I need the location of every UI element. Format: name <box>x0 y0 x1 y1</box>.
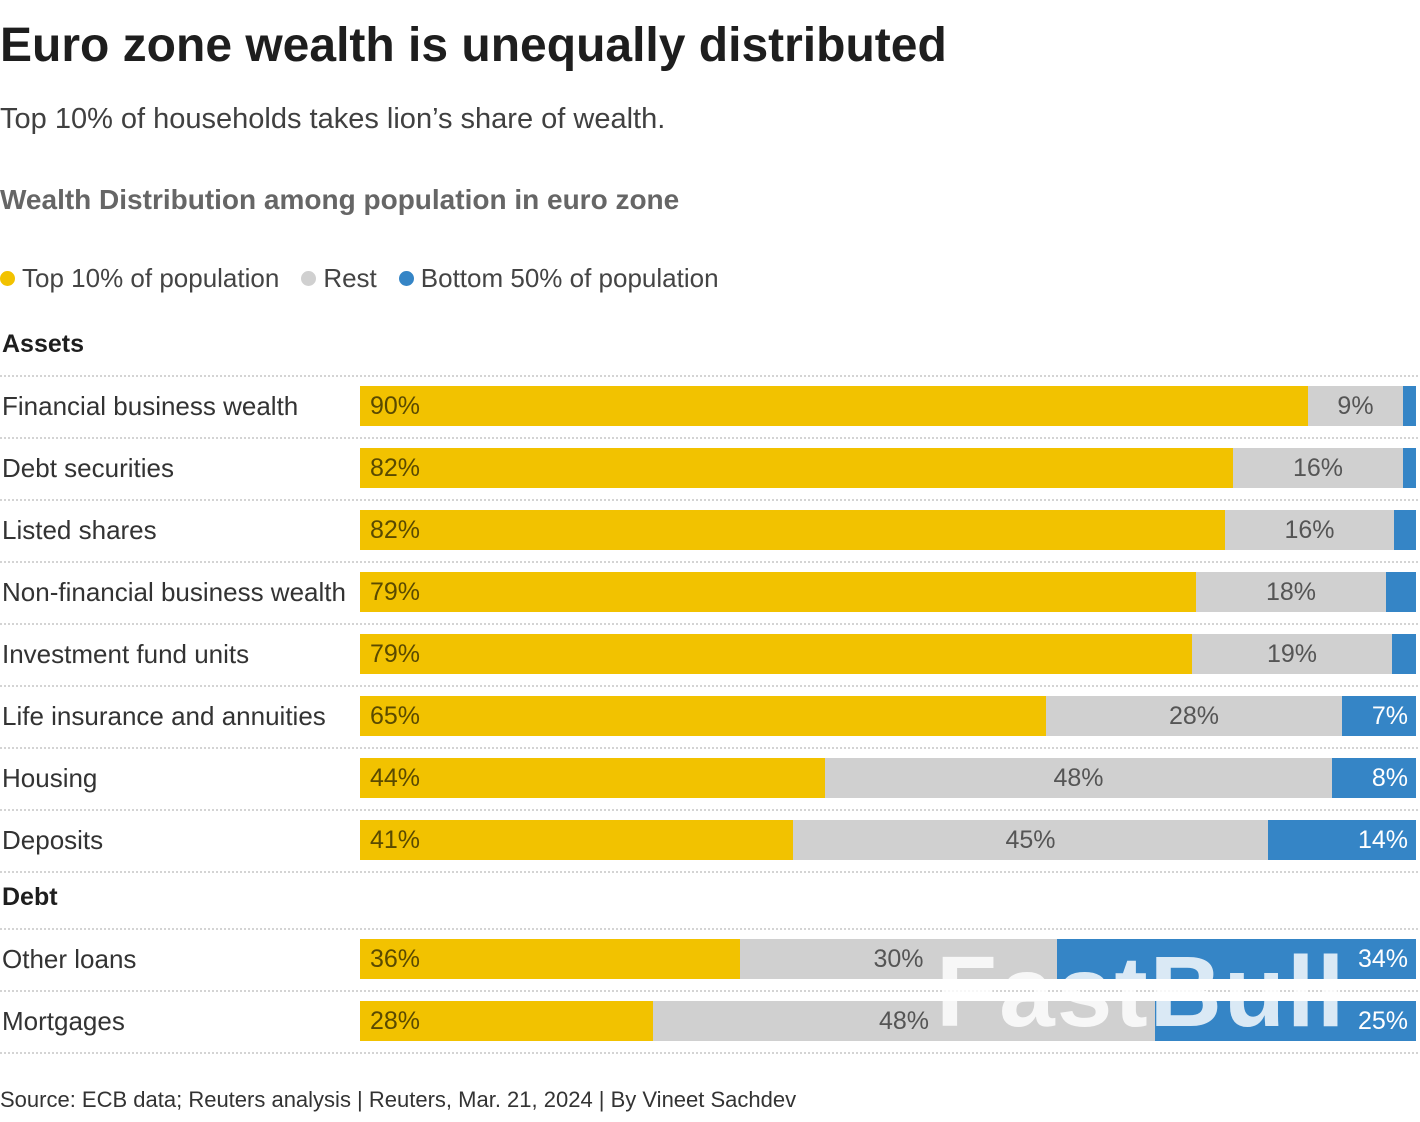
row-label: Deposits <box>2 825 104 855</box>
row-separator <box>0 990 1418 992</box>
chart-subtitle: Top 10% of households takes lion’s share… <box>0 103 666 135</box>
data-label: 18% <box>1265 577 1317 606</box>
bar-segment-bottom: 8% <box>1332 758 1416 798</box>
row-label: Listed shares <box>2 515 157 545</box>
bar-segment-bottom: 34% <box>1057 939 1416 979</box>
section-header: Debt <box>2 883 58 911</box>
data-label: 48% <box>878 1006 930 1035</box>
row-separator <box>0 747 1418 749</box>
bar-segment-bottom: 14% <box>1268 820 1416 860</box>
row-label: Life insurance and annuities <box>2 701 326 731</box>
legend-label-top: Top 10% of population <box>22 263 280 293</box>
row-label: Mortgages <box>2 1006 125 1036</box>
bar-segment-rest: 9% <box>1308 386 1403 426</box>
bar-segment-bottom <box>1403 386 1416 426</box>
row-separator <box>0 928 1418 930</box>
row-separator <box>0 623 1418 625</box>
data-label: 25% <box>1357 1006 1408 1035</box>
data-label: 36% <box>370 944 421 973</box>
data-label: 79% <box>370 577 421 606</box>
bar-segment-rest: 45% <box>793 820 1268 860</box>
bar-segment-rest: 19% <box>1192 634 1392 674</box>
bar-segment-top: 36% <box>360 939 740 979</box>
bar-segment-bottom <box>1394 510 1416 550</box>
legend-item-bottom: Bottom 50% of population <box>398 263 719 294</box>
data-label: 44% <box>370 763 421 792</box>
row-separator <box>0 499 1418 501</box>
legend-swatch-bottom <box>398 271 414 286</box>
section-header: Assets <box>2 330 84 358</box>
data-label: 82% <box>370 453 421 482</box>
chart-heading: Wealth Distribution among population in … <box>0 184 680 215</box>
bar-segment-top: 82% <box>360 510 1225 550</box>
data-label: 19% <box>1266 639 1318 668</box>
bar-segment-rest: 30% <box>740 939 1057 979</box>
bar-segment-rest: 28% <box>1046 696 1342 736</box>
bar-segment-top: 90% <box>360 386 1308 426</box>
row-label: Other loans <box>2 944 137 974</box>
legend-swatch-rest <box>301 271 317 286</box>
legend: Top 10% of population Rest Bottom 50% of… <box>0 263 741 294</box>
bar-segment-top: 82% <box>360 448 1233 488</box>
data-label: 79% <box>370 639 421 668</box>
bar-segment-bottom: 25% <box>1155 1001 1416 1041</box>
row-separator <box>0 561 1418 563</box>
data-label: 30% <box>873 944 924 973</box>
data-label: 28% <box>1168 701 1220 730</box>
bar-segment-rest: 48% <box>825 758 1332 798</box>
legend-label-rest: Rest <box>323 263 377 293</box>
row-label: Housing <box>2 763 98 793</box>
bar-segment-rest: 16% <box>1233 448 1403 488</box>
row-separator <box>0 437 1418 439</box>
bar-segment-top: 41% <box>360 820 793 860</box>
row-label: Debt securities <box>2 453 174 483</box>
bar-segment-top: 79% <box>360 572 1196 612</box>
bar-segment-rest: 16% <box>1225 510 1394 550</box>
bar-segment-rest: 18% <box>1196 572 1386 612</box>
bar-segment-top: 44% <box>360 758 825 798</box>
row-separator <box>0 871 1418 873</box>
data-label: 14% <box>1357 825 1408 854</box>
data-label: 28% <box>370 1006 421 1035</box>
bar-segment-bottom <box>1403 448 1416 488</box>
data-label: 48% <box>1053 763 1104 792</box>
data-label: 16% <box>1292 453 1344 482</box>
legend-item-rest: Rest <box>301 263 377 294</box>
source-note: Source: ECB data; Reuters analysis | Reu… <box>0 1087 797 1112</box>
bar-segment-top: 65% <box>360 696 1046 736</box>
row-separator <box>0 1052 1418 1054</box>
bar-segment-top: 28% <box>360 1001 653 1041</box>
bar-segment-rest: 48% <box>653 1001 1155 1041</box>
bar-segment-top: 79% <box>360 634 1192 674</box>
row-label: Non-financial business wealth <box>2 577 346 607</box>
data-label: 16% <box>1284 515 1335 544</box>
data-label: 8% <box>1371 763 1408 792</box>
row-label: Investment fund units <box>2 639 250 669</box>
data-label: 34% <box>1357 944 1408 973</box>
row-separator <box>0 809 1418 811</box>
data-label: 9% <box>1337 391 1374 420</box>
bar-segment-bottom <box>1386 572 1416 612</box>
chart-title: Euro zone wealth is unequally distribute… <box>0 19 947 72</box>
data-label: 7% <box>1371 701 1408 730</box>
bar-segment-bottom <box>1392 634 1416 674</box>
data-label: 65% <box>370 701 421 730</box>
legend-label-bottom: Bottom 50% of population <box>420 263 719 293</box>
legend-swatch-top <box>0 271 15 286</box>
data-label: 41% <box>370 825 421 854</box>
legend-item-top: Top 10% of population <box>0 263 279 294</box>
row-label: Financial business wealth <box>2 391 299 421</box>
bar-segment-bottom: 7% <box>1342 696 1416 736</box>
data-label: 90% <box>370 391 421 420</box>
data-label: 82% <box>370 515 421 544</box>
row-separator <box>0 685 1418 687</box>
row-separator <box>0 375 1418 377</box>
data-label: 45% <box>1005 825 1056 854</box>
